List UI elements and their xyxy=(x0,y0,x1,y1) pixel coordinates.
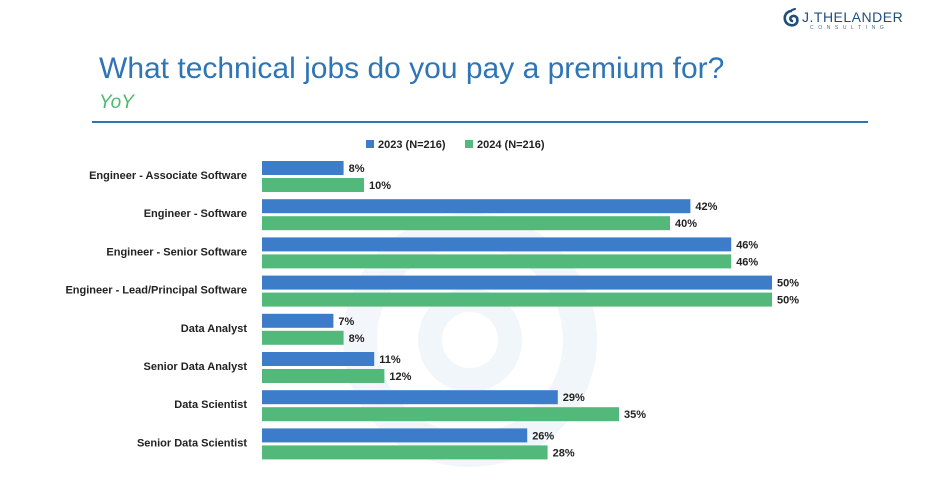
bar-2023 xyxy=(262,428,528,443)
category-label: Engineer - Senior Software xyxy=(106,246,247,258)
legend-swatch-1 xyxy=(465,140,473,148)
data-label: 46% xyxy=(736,256,758,268)
bar-2023 xyxy=(262,237,732,252)
title-divider xyxy=(92,121,868,123)
bar-2024 xyxy=(262,330,344,345)
data-label: 11% xyxy=(379,354,401,366)
page-subtitle: YoY xyxy=(99,92,134,113)
bar-chart: 2023 (N=216) 2024 (N=216) Engineer - Asso… xyxy=(65,139,799,467)
data-label: 7% xyxy=(338,316,354,328)
category-label: Senior Data Analyst xyxy=(143,361,247,373)
category-label: Data Analyst xyxy=(181,323,248,335)
legend-label-0: 2023 (N=216) xyxy=(378,139,446,151)
bar-2024 xyxy=(262,254,732,269)
data-label: 8% xyxy=(349,333,365,345)
data-label: 50% xyxy=(777,295,799,307)
bar-2024 xyxy=(262,292,772,307)
data-label: 8% xyxy=(349,163,365,175)
data-label: 50% xyxy=(777,278,799,290)
page-title: What technical jobs do you pay a premium… xyxy=(99,52,725,85)
bar-2023 xyxy=(262,390,558,405)
logo-subtitle: CONSULTING xyxy=(810,25,889,31)
category-label: Engineer - Software xyxy=(144,208,247,220)
category-label: Senior Data Scientist xyxy=(137,437,247,449)
spiral-logo-icon xyxy=(783,8,799,27)
legend-label-1: 2024 (N=216) xyxy=(477,139,545,151)
data-label: 28% xyxy=(553,447,575,459)
bar-2023 xyxy=(262,313,334,328)
category-label: Engineer - Lead/Principal Software xyxy=(65,285,247,297)
data-label: 46% xyxy=(736,239,758,251)
bar-2024 xyxy=(262,216,670,231)
data-label: 29% xyxy=(563,392,585,404)
data-label: 42% xyxy=(695,201,717,213)
legend-swatch-0 xyxy=(366,140,374,148)
data-label: 10% xyxy=(369,180,391,192)
bar-2023 xyxy=(262,352,375,366)
bar-2024 xyxy=(262,369,385,383)
bar-2023 xyxy=(262,199,691,214)
data-label: 35% xyxy=(624,409,646,421)
category-label: Engineer - Associate Software xyxy=(89,170,247,182)
data-label: 40% xyxy=(675,218,697,230)
logo-name: J.THELANDER xyxy=(802,9,904,25)
bar-2024 xyxy=(262,445,548,460)
data-label: 26% xyxy=(532,430,554,442)
bar-2024 xyxy=(262,407,619,422)
bar-2023 xyxy=(262,275,772,290)
bar-2023 xyxy=(262,161,344,175)
category-label: Data Scientist xyxy=(174,399,247,411)
company-logo: J.THELANDER CONSULTING xyxy=(780,8,920,32)
bar-2024 xyxy=(262,178,364,192)
chart-legend: 2023 (N=216) 2024 (N=216) xyxy=(366,139,545,151)
data-label: 12% xyxy=(389,371,411,383)
